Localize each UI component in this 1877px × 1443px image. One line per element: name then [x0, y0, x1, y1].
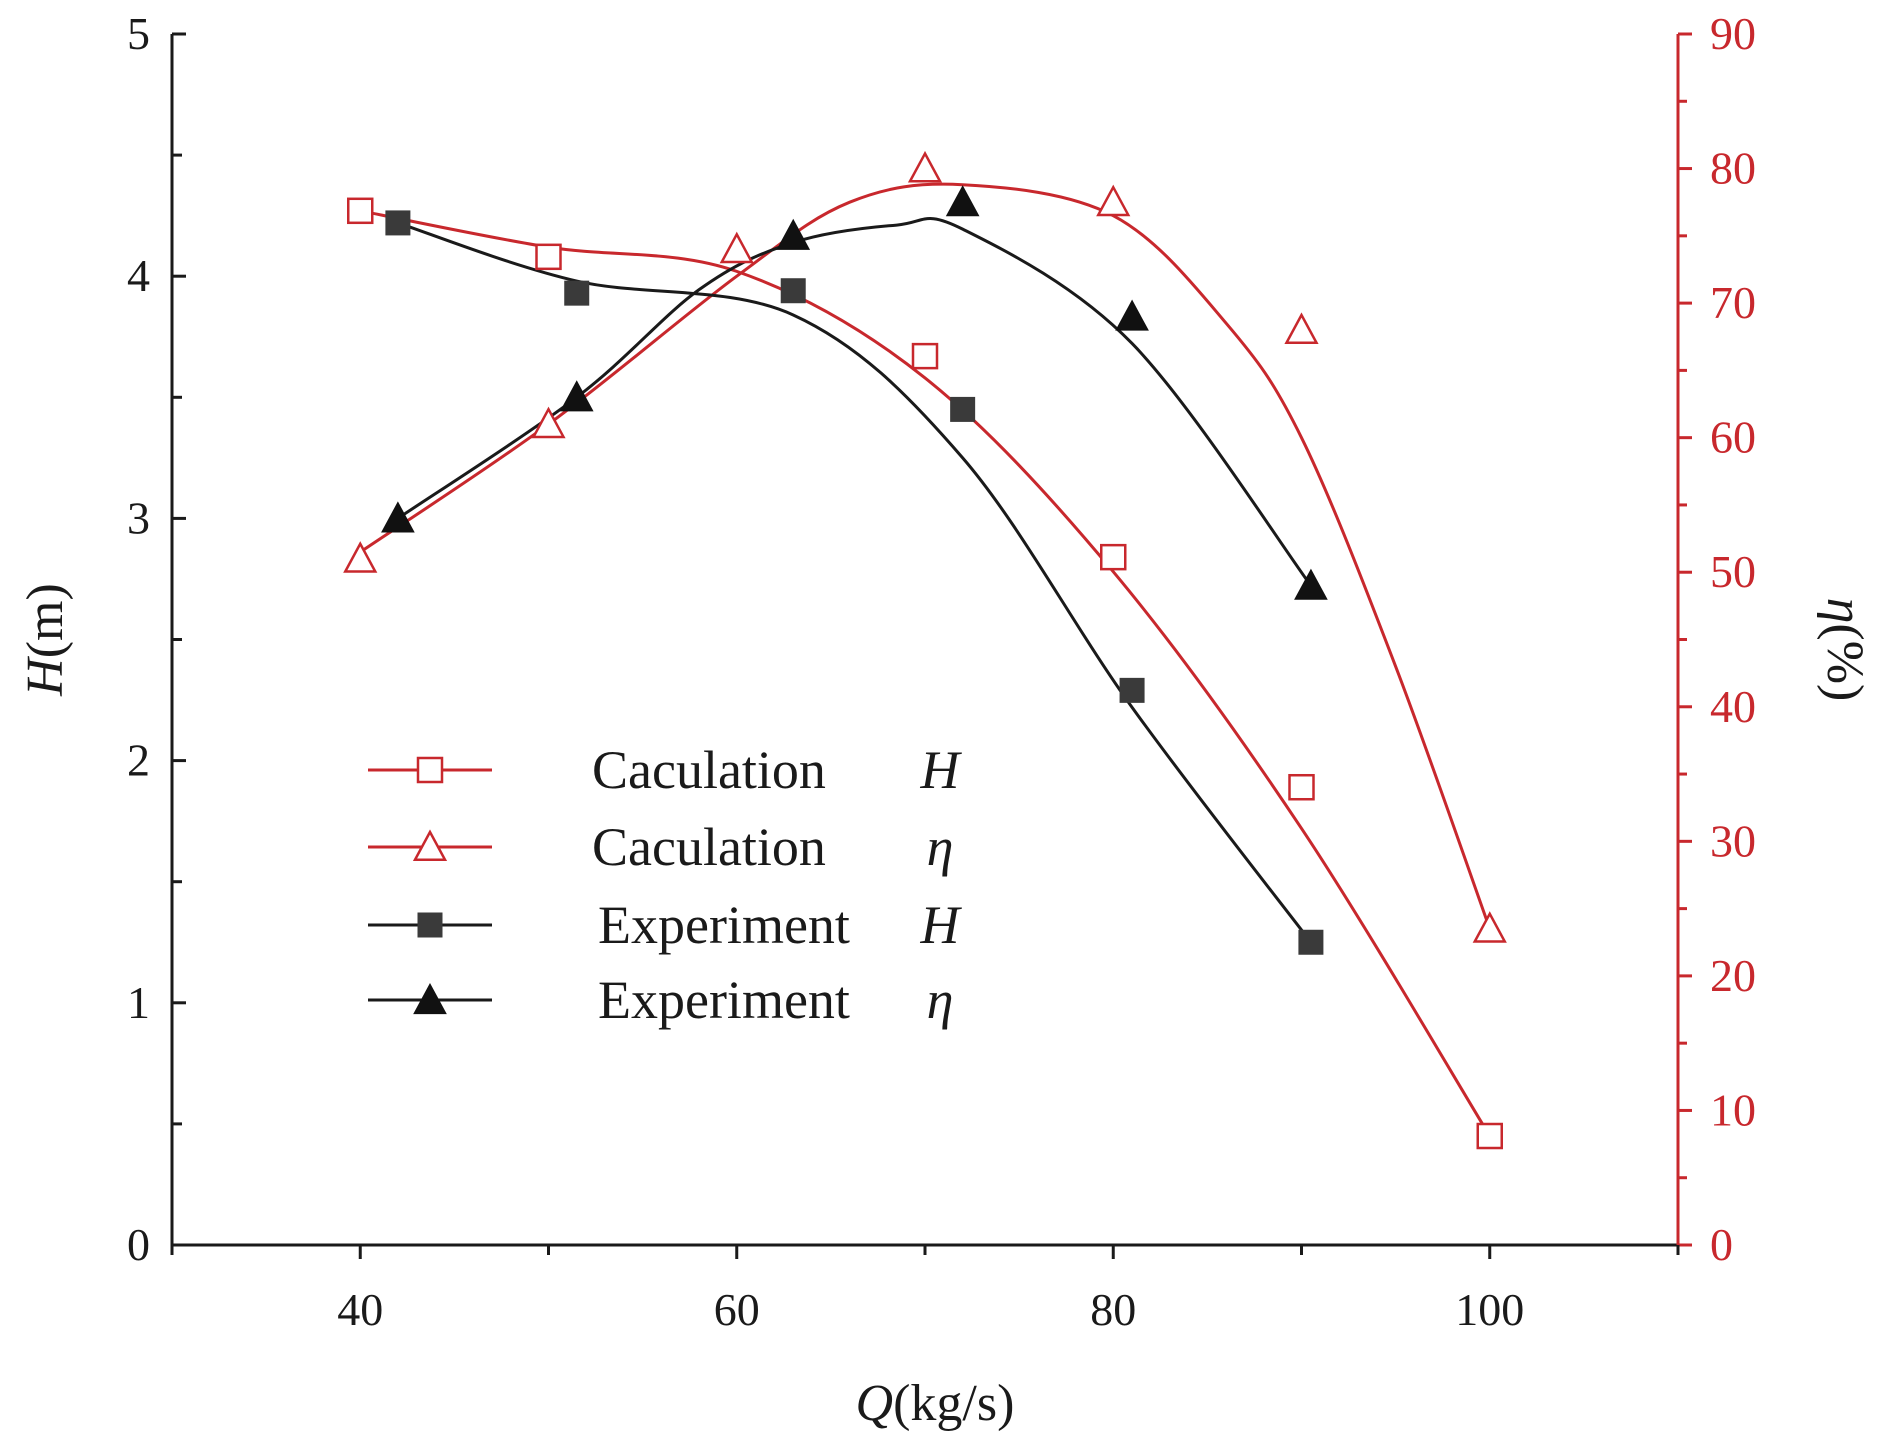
data-point-caculation-h: [1288, 773, 1315, 801]
y-right-axis-symbol: η: [1816, 598, 1873, 624]
data-point-caculation-eta: [343, 541, 378, 573]
legend-symbol-experiment-h: H: [920, 895, 963, 955]
series-line-experiment-h: [397, 221, 1313, 944]
y-right-tick-label: 10: [1710, 1084, 1756, 1135]
data-point-experiment-eta: [1115, 299, 1149, 331]
y-right-tick-label: 20: [1710, 950, 1756, 1001]
legend-symbol-caculation-eta: η: [927, 817, 954, 877]
legend-marker-caculation-h: [416, 756, 444, 784]
data-point-experiment-h: [950, 396, 976, 422]
data-point-caculation-eta: [1096, 184, 1131, 217]
y-right-tick-label: 30: [1710, 815, 1756, 866]
data-point-experiment-h: [385, 210, 411, 236]
x-axis-symbol: Q: [856, 1375, 894, 1432]
legend-label-experiment-eta: Experiment: [598, 970, 850, 1030]
series-line-experiment-eta: [397, 217, 1313, 587]
x-tick-label: 40: [337, 1284, 383, 1335]
data-point-experiment-h: [1119, 677, 1145, 703]
series-line-caculation-eta: [359, 182, 1492, 930]
y-right-tick-label: 70: [1710, 277, 1756, 328]
data-point-caculation-eta: [719, 231, 754, 264]
y-right-tick-label: 90: [1710, 8, 1756, 59]
y-right-tick-label: 50: [1710, 546, 1756, 597]
data-point-caculation-h: [911, 342, 939, 370]
y-right-axis-title: η(%): [1816, 598, 1873, 702]
data-point-experiment-eta: [381, 501, 415, 533]
y-right-tick-label: 60: [1710, 412, 1756, 463]
data-point-caculation-eta: [907, 150, 943, 183]
x-tick-label: 100: [1455, 1284, 1524, 1335]
x-axis-unit: (kg/s): [893, 1375, 1014, 1432]
y-left-tick-label: 5: [127, 8, 150, 59]
y-right-tick-label: 40: [1710, 681, 1756, 732]
legend-marker-caculation-eta: [412, 829, 448, 861]
y-left-tick-label: 0: [127, 1219, 150, 1270]
data-point-caculation-h: [535, 243, 562, 271]
data-point-experiment-h: [564, 280, 590, 306]
x-axis-title: Q(kg/s): [856, 1375, 1015, 1432]
y-left-axis-unit: (m): [17, 583, 74, 658]
legend-symbol-experiment-eta: η: [927, 970, 954, 1030]
data-point-caculation-h: [1100, 543, 1127, 571]
x-tick-label: 60: [714, 1284, 760, 1335]
y-right-axis-unit: (%): [1816, 623, 1873, 701]
y-right-tick-label: 0: [1710, 1219, 1733, 1270]
data-point-caculation-h: [347, 197, 374, 225]
y-left-tick-label: 1: [127, 977, 150, 1028]
data-point-experiment-eta: [1294, 568, 1328, 600]
y-left-axis-symbol: H: [17, 656, 74, 697]
legend-label-caculation-eta: Caculation: [592, 817, 826, 877]
data-point-experiment-eta: [776, 218, 811, 250]
y-left-tick-label: 2: [127, 735, 150, 786]
y-left-axis-title: H(m): [17, 583, 74, 697]
legend-label-experiment-h: Experiment: [598, 895, 850, 955]
data-point-experiment-eta: [945, 185, 980, 217]
data-point-caculation-eta: [1472, 911, 1507, 943]
data-point-caculation-eta: [1284, 312, 1319, 345]
data-point-experiment-eta: [559, 380, 594, 412]
y-left-tick-label: 4: [127, 250, 150, 301]
legend-marker-experiment-eta: [413, 982, 447, 1015]
legend-symbol-caculation-h: H: [920, 740, 963, 800]
data-point-experiment-h: [1298, 929, 1324, 955]
data-point-caculation-h: [1476, 1122, 1503, 1150]
y-left-tick-label: 3: [127, 492, 150, 543]
data-point-experiment-h: [780, 278, 806, 304]
x-tick-label: 80: [1090, 1284, 1136, 1335]
legend-label-caculation-h: Caculation: [592, 740, 826, 800]
legend-marker-experiment-h: [417, 912, 443, 938]
y-right-tick-label: 80: [1710, 143, 1756, 194]
data-point-caculation-eta: [531, 406, 566, 439]
